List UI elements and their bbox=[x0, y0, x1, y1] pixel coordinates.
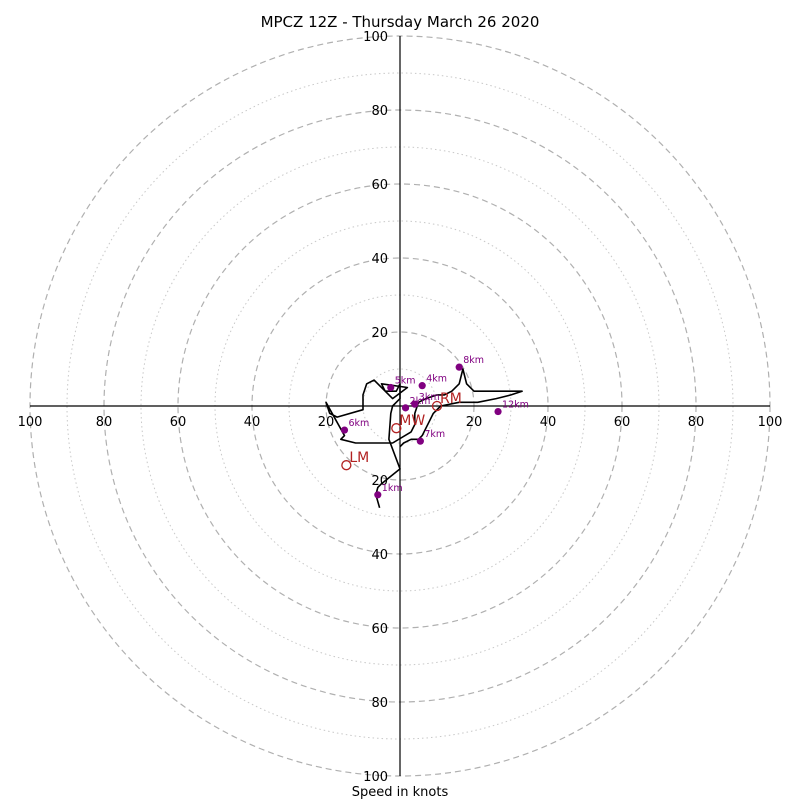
x-axis-label: Speed in knots bbox=[352, 785, 449, 800]
storm-motion-label-lm: LM bbox=[349, 450, 369, 466]
y-tick-label: 60 bbox=[371, 178, 388, 193]
storm-motion-label-rm: RM bbox=[440, 391, 462, 407]
y-tick-label: 80 bbox=[371, 696, 388, 711]
height-marker-label-1km: 1km bbox=[382, 483, 403, 494]
height-marker-8km bbox=[455, 363, 463, 371]
height-marker-label-3km: 3km bbox=[419, 392, 440, 403]
x-tick-label: 80 bbox=[96, 415, 113, 430]
storm-motion-rm bbox=[431, 400, 443, 412]
height-marker-4km bbox=[418, 382, 426, 390]
y-tick-label: 20 bbox=[371, 474, 388, 489]
height-marker-3km bbox=[411, 400, 419, 408]
hodograph-trace bbox=[325, 368, 523, 509]
hodograph-line bbox=[325, 368, 523, 509]
x-tick-label: 100 bbox=[758, 415, 783, 430]
storm-motion-mw bbox=[391, 423, 402, 434]
y-tick-label: 60 bbox=[371, 622, 388, 637]
y-tick-label: 100 bbox=[363, 770, 388, 785]
y-tick-label: 40 bbox=[371, 548, 388, 563]
x-tick-label: 20 bbox=[318, 415, 335, 430]
height-marker-label-6km: 6km bbox=[349, 418, 370, 429]
tick-labels: 100 80 60 40 20 20 40 60 80 100 100 80 60 40 20 20 40 60 8… bbox=[18, 30, 783, 785]
axes bbox=[30, 36, 770, 776]
height-marker-6km bbox=[340, 426, 349, 434]
x-tick-label: 100 bbox=[18, 415, 43, 430]
height-marker-label-5km: 5km bbox=[395, 376, 416, 387]
height-marker-label-4km: 4km bbox=[426, 374, 447, 385]
height-marker-2km bbox=[401, 404, 410, 412]
storm-motion-label-mw: MW bbox=[399, 413, 425, 429]
height-marker-label-12km: 12km bbox=[502, 400, 529, 411]
height-marker-1km bbox=[374, 491, 382, 499]
height-marker-label-7km: 7km bbox=[424, 429, 445, 440]
x-tick-label: 20 bbox=[466, 415, 483, 430]
y-tick-label: 20 bbox=[371, 326, 388, 341]
y-tick-label: 100 bbox=[363, 30, 388, 45]
height-marker-12km bbox=[494, 407, 502, 416]
height-marker-5km bbox=[387, 383, 395, 392]
height-marker-label-2km: 2km bbox=[410, 396, 431, 407]
x-tick-label: 40 bbox=[244, 415, 261, 430]
y-tick-label: 80 bbox=[371, 104, 388, 119]
storm-motion-lm bbox=[341, 460, 352, 471]
x-tick-label: 40 bbox=[540, 415, 557, 430]
height-markers: 1km 3km 4km 5km 6km 7km 8km 12km 2km bbox=[340, 355, 529, 499]
x-tick-label: 80 bbox=[688, 415, 705, 430]
x-tick-label: 60 bbox=[170, 415, 187, 430]
height-marker-7km bbox=[416, 437, 424, 445]
y-tick-label: 40 bbox=[371, 252, 388, 267]
chart-title: MPCZ 12Z - Thursday March 26 2020 bbox=[261, 13, 540, 31]
x-tick-label: 60 bbox=[614, 415, 631, 430]
height-marker-label-8km: 8km bbox=[463, 355, 484, 366]
storm-motion-markers: RM MW LM bbox=[341, 391, 462, 471]
